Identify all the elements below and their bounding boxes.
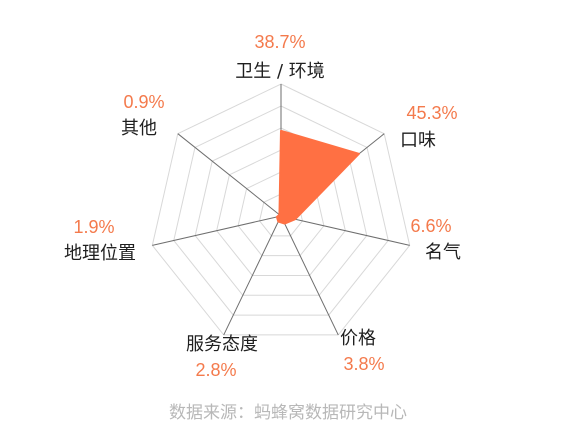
category-label-3: 名气: [425, 242, 461, 263]
grid-ring: [194, 127, 368, 296]
grid-ring: [173, 105, 389, 316]
spoke-4: [280, 215, 339, 336]
category-label-1: 卫生 / 环境: [235, 61, 325, 82]
category-label-5: 服务态度: [186, 334, 258, 355]
value-label-1: 38.7%: [254, 32, 305, 52]
spoke-6: [152, 215, 282, 246]
value-label-3: 6.6%: [410, 216, 451, 236]
category-label-6: 地理位置: [64, 243, 136, 264]
value-label-6: 1.9%: [73, 217, 114, 237]
value-label-4: 3.8%: [343, 354, 384, 374]
spoke-7: [177, 133, 282, 217]
spoke-3: [280, 215, 410, 246]
grid-ring: [216, 149, 346, 276]
radar-series: [275, 129, 360, 225]
category-label-2: 口味: [400, 130, 436, 151]
series-area: [275, 129, 360, 225]
source-note: 数据来源：蚂蜂窝数据研究中心: [169, 403, 407, 423]
category-label-7: 其他: [121, 118, 157, 139]
spoke-5: [223, 215, 282, 336]
value-label-2: 45.3%: [406, 103, 457, 123]
grid-ring: [151, 83, 411, 336]
value-label-5: 2.8%: [195, 360, 236, 380]
value-label-7: 0.9%: [123, 92, 164, 112]
category-label-4: 价格: [340, 328, 376, 349]
radar-labels: 38.7% 卫生 / 环境 45.3% 口味 6.6% 名气 3.8% 价格 2.8% 服务态度 1…: [64, 32, 461, 380]
